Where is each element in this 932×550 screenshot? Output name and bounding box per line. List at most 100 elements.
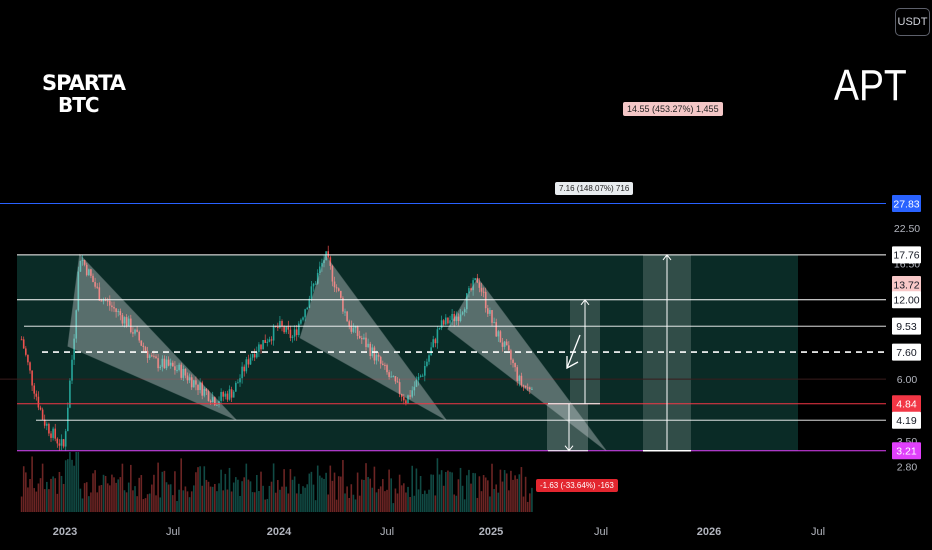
candle (253, 354, 256, 358)
volume-bar (495, 484, 498, 512)
volume-bar (209, 486, 212, 512)
volume-bar (102, 474, 105, 512)
brand-logo-line1: SPARTA (42, 71, 126, 95)
currency-button[interactable]: USDT (895, 8, 930, 36)
volume-bar (428, 489, 430, 512)
candle (327, 251, 330, 258)
candle (48, 423, 50, 434)
candle (302, 317, 304, 320)
candle (88, 269, 90, 276)
volume-bar (35, 491, 38, 512)
volume-bar (100, 484, 103, 512)
candle (426, 361, 428, 366)
volume-bar (134, 486, 136, 512)
candle (310, 286, 313, 299)
candle (155, 356, 157, 359)
volume-bars (20, 452, 533, 512)
volume-bar (524, 476, 527, 512)
volume-bar (287, 493, 290, 512)
candle (79, 260, 82, 272)
volume-bar (199, 466, 201, 512)
volume-bar (304, 487, 306, 512)
price-label-text: 3.21 (896, 446, 917, 458)
price-label (892, 246, 921, 264)
volume-bar (272, 463, 275, 512)
volume-bar (69, 452, 71, 512)
candle (489, 310, 491, 314)
candle (216, 404, 218, 406)
candle (447, 317, 449, 324)
candle (39, 407, 42, 410)
volume-bar (419, 475, 422, 512)
candle (384, 364, 386, 366)
candle (352, 328, 355, 332)
volume-bar (417, 489, 420, 512)
volume-bar (285, 486, 288, 512)
candle (111, 305, 113, 308)
candle (455, 316, 458, 322)
candle (226, 393, 229, 400)
candle (350, 325, 353, 332)
candle (419, 375, 422, 378)
volume-bar (132, 490, 134, 512)
candle (354, 326, 357, 329)
volume-bar (480, 491, 483, 512)
wedge-pattern-1 (67, 253, 237, 421)
volume-bar (60, 475, 63, 512)
candle (64, 431, 67, 447)
candle (25, 348, 27, 355)
volume-bar (314, 500, 317, 512)
volume-bar (394, 488, 397, 512)
candle (146, 350, 149, 358)
candle (214, 397, 216, 406)
volume-bar (37, 483, 40, 512)
candle (480, 287, 483, 292)
volume-bar (88, 496, 90, 512)
volume-bar (369, 478, 372, 512)
candle (508, 345, 510, 351)
volume-bar (348, 497, 351, 512)
candle (449, 320, 451, 324)
volume-bar (413, 495, 416, 512)
candle (346, 311, 348, 322)
volume-bar (531, 487, 533, 512)
volume-bar (442, 485, 445, 512)
volume-bar (392, 503, 395, 512)
volume-bar (306, 484, 309, 512)
volume-bar (142, 499, 145, 512)
volume-bar (508, 490, 510, 512)
candle (121, 315, 124, 324)
volume-bar (476, 497, 479, 512)
volume-bar (503, 470, 506, 512)
candle (167, 359, 170, 366)
volume-bar (222, 490, 225, 512)
volume-bar (358, 495, 361, 512)
candle (482, 291, 485, 293)
candle (281, 321, 283, 327)
volume-bar (146, 494, 149, 512)
volume-bar (56, 493, 59, 512)
candle (81, 259, 84, 261)
candle (363, 337, 365, 340)
candle (172, 362, 174, 367)
candle (77, 271, 80, 311)
candle (62, 439, 65, 447)
volume-bar (520, 467, 523, 512)
volume-bar (54, 478, 57, 512)
volume-bar (144, 498, 147, 512)
candle (218, 400, 220, 405)
candle (161, 358, 164, 367)
candle (369, 343, 372, 356)
volume-bar (342, 460, 344, 512)
price-label-text: 13.72 (893, 279, 919, 291)
candle (85, 264, 88, 276)
volume-bar (449, 471, 451, 512)
candle (232, 391, 235, 398)
volume-bar (125, 492, 128, 512)
volume-bar (197, 467, 199, 512)
volume-bar (220, 469, 222, 512)
volume-bar (445, 471, 447, 512)
volume-bar (52, 476, 54, 512)
volume-bar (94, 470, 96, 512)
